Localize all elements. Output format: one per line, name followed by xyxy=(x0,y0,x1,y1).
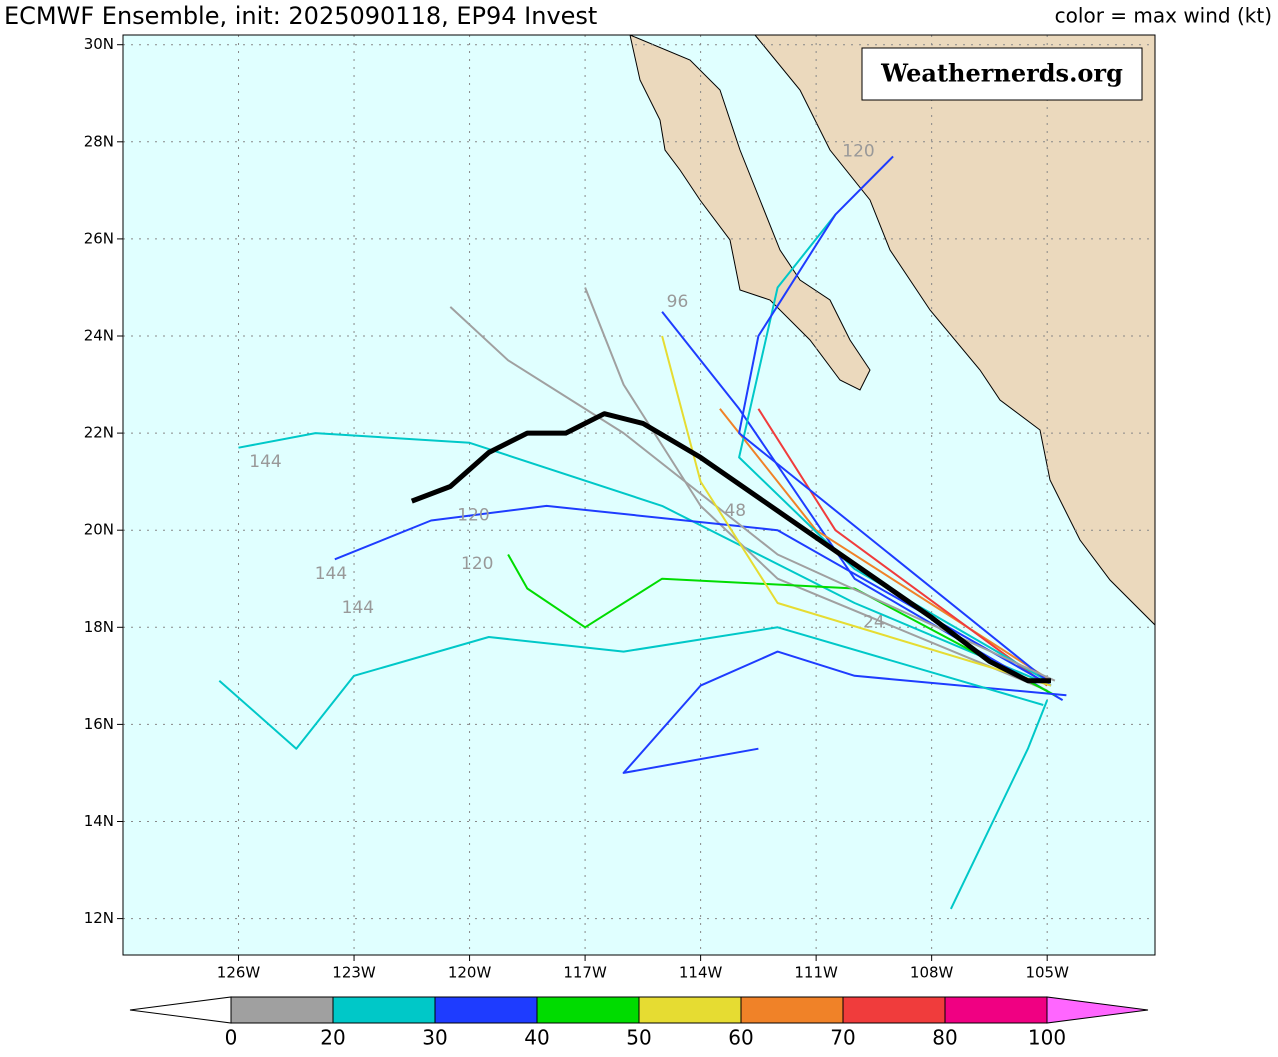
colorbar: 0 20 30 40 50 60 70 80 100 xyxy=(129,996,1149,1050)
hour-label: 120 xyxy=(461,554,493,574)
ensemble-track xyxy=(238,432,1052,687)
x-tick-label: 114W xyxy=(679,964,723,982)
watermark-box xyxy=(861,47,1143,101)
colorbar-segment xyxy=(434,996,538,1024)
x-tick-label: 105W xyxy=(1025,964,1069,982)
hour-label: 144 xyxy=(315,564,347,584)
colorbar-over xyxy=(1046,996,1149,1024)
ensemble-track xyxy=(584,287,1048,692)
ensemble-track xyxy=(622,650,1067,774)
colorbar-label: 40 xyxy=(524,1026,549,1050)
y-tick-label: 14N xyxy=(84,812,114,830)
y-tick-label: 16N xyxy=(84,715,114,733)
colorbar-under xyxy=(129,996,232,1024)
x-tick-label: 120W xyxy=(448,964,492,982)
colorbar-label: 30 xyxy=(422,1026,447,1050)
hour-label: 96 xyxy=(667,292,689,312)
x-tick-label: 123W xyxy=(332,964,376,982)
ensemble-track xyxy=(218,626,1044,750)
mainland xyxy=(754,35,1155,626)
y-tick-label: 18N xyxy=(84,618,114,636)
y-tick-label: 12N xyxy=(84,909,114,927)
y-tick-label: 20N xyxy=(84,521,114,539)
colorbar-segment xyxy=(638,996,742,1024)
colorbar-label: 70 xyxy=(830,1026,855,1050)
y-tick-label: 30N xyxy=(84,35,114,53)
hour-label: 120 xyxy=(457,506,489,526)
hour-label: 144 xyxy=(342,598,374,618)
ensemble-track xyxy=(757,408,1048,687)
hour-label: 48 xyxy=(724,501,746,521)
colorbar-segment xyxy=(740,996,844,1024)
colorbar-segment xyxy=(332,996,436,1024)
map: 144 144 144 120 120 96 120 48 24 xyxy=(123,35,1155,955)
y-tick-label: 24N xyxy=(84,327,114,345)
ensemble-track xyxy=(507,554,1056,697)
ensemble-track xyxy=(449,306,1056,682)
colorbar-label: 80 xyxy=(932,1026,957,1050)
hour-label: 144 xyxy=(249,452,281,472)
frame xyxy=(122,34,1156,956)
mean-track xyxy=(410,411,1051,684)
hour-label: 24 xyxy=(863,612,885,632)
x-tick-label: 117W xyxy=(563,964,607,982)
colorbar-segment xyxy=(536,996,640,1024)
y-tick-label: 28N xyxy=(84,132,114,150)
colorbar-label: 50 xyxy=(626,1026,651,1050)
hour-label: 120 xyxy=(842,142,874,162)
y-tick-label: 22N xyxy=(84,424,114,442)
colorbar-label: 100 xyxy=(1028,1026,1066,1050)
colorbar-segment xyxy=(230,996,334,1024)
x-tick-label: 108W xyxy=(910,964,954,982)
colorbar-segment xyxy=(842,996,946,1024)
ensemble-track xyxy=(661,335,1052,687)
colorbar-segment xyxy=(944,996,1048,1024)
y-tick-label: 26N xyxy=(84,229,114,247)
chart-title: ECMWF Ensemble, init: 2025090118, EP94 I… xyxy=(4,2,597,30)
colorbar-label: 60 xyxy=(728,1026,753,1050)
ensemble-track xyxy=(334,504,1052,687)
colorbar-label: 0 xyxy=(225,1026,238,1050)
x-tick-label: 126W xyxy=(217,964,261,982)
colorbar-label: 20 xyxy=(320,1026,345,1050)
watermark: Weathernerds.org xyxy=(880,59,1123,88)
ensemble-track xyxy=(949,699,1049,910)
subtitle: color = max wind (kt) xyxy=(1055,4,1272,28)
ensemble-track xyxy=(738,155,1048,682)
x-tick-label: 111W xyxy=(794,964,838,982)
baja-california xyxy=(629,35,871,391)
